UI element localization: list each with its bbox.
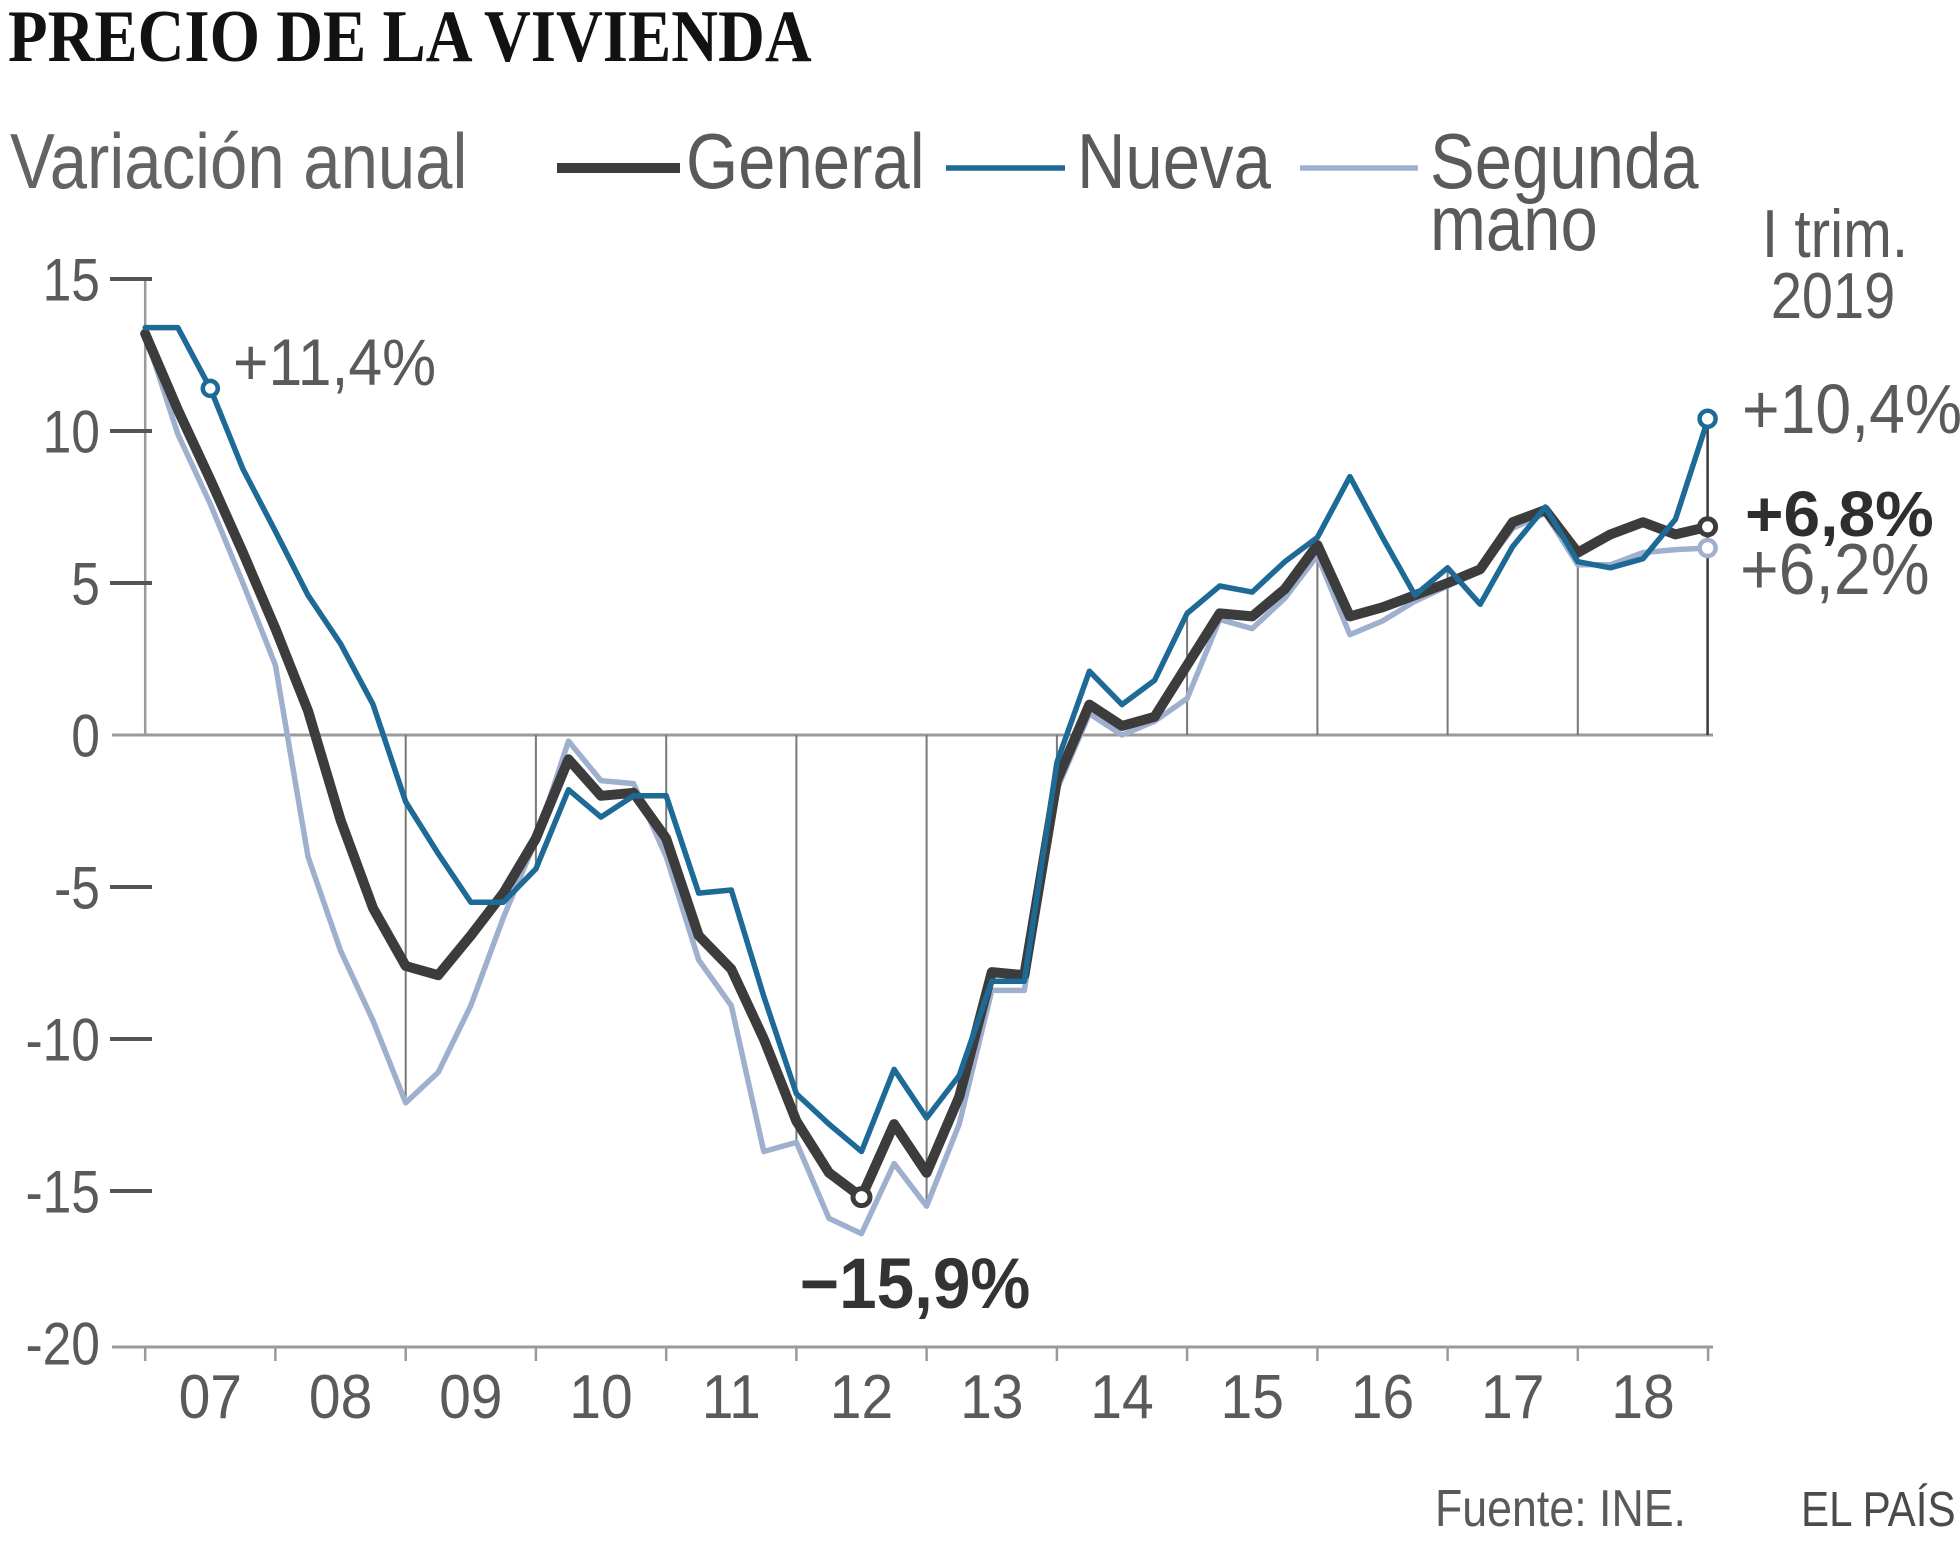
svg-text:18: 18 — [1611, 1362, 1674, 1432]
svg-text:mano: mano — [1430, 180, 1598, 267]
svg-text:−15,9%: −15,9% — [800, 1243, 1031, 1323]
svg-text:General: General — [686, 118, 925, 205]
svg-text:+6,8%: +6,8% — [1745, 478, 1934, 550]
svg-text:-15: -15 — [25, 1158, 100, 1226]
svg-text:2019: 2019 — [1771, 259, 1895, 332]
svg-text:+6,2%: +6,2% — [1740, 528, 1930, 609]
svg-text:12: 12 — [830, 1362, 893, 1432]
svg-text:15: 15 — [43, 246, 100, 314]
svg-text:5: 5 — [71, 550, 100, 618]
svg-text:Fuente: INE.: Fuente: INE. — [1435, 1480, 1686, 1538]
svg-text:13: 13 — [960, 1362, 1023, 1432]
svg-text:-10: -10 — [25, 1006, 100, 1074]
svg-text:I trim.: I trim. — [1762, 197, 1908, 272]
svg-text:PRECIO DE LA VIVIENDA: PRECIO DE LA VIVIENDA — [8, 0, 812, 78]
svg-text:Segunda: Segunda — [1430, 118, 1699, 205]
svg-text:07: 07 — [179, 1362, 242, 1432]
svg-text:08: 08 — [309, 1362, 372, 1432]
svg-text:17: 17 — [1481, 1362, 1544, 1432]
svg-text:15: 15 — [1220, 1362, 1283, 1432]
svg-text:09: 09 — [439, 1362, 502, 1432]
svg-text:Nueva: Nueva — [1077, 118, 1271, 205]
svg-text:Variación anual: Variación anual — [10, 118, 467, 205]
svg-text:+11,4%: +11,4% — [233, 327, 436, 400]
svg-text:16: 16 — [1351, 1362, 1414, 1432]
svg-text:-5: -5 — [54, 854, 100, 922]
svg-text:10: 10 — [569, 1362, 632, 1432]
svg-text:11: 11 — [702, 1362, 761, 1432]
svg-text:+10,4%: +10,4% — [1742, 371, 1960, 449]
svg-text:-20: -20 — [25, 1310, 100, 1378]
svg-text:10: 10 — [43, 398, 100, 466]
svg-text:EL PAÍS: EL PAÍS — [1801, 1482, 1956, 1537]
svg-text:14: 14 — [1090, 1362, 1153, 1432]
svg-text:0: 0 — [71, 702, 100, 770]
